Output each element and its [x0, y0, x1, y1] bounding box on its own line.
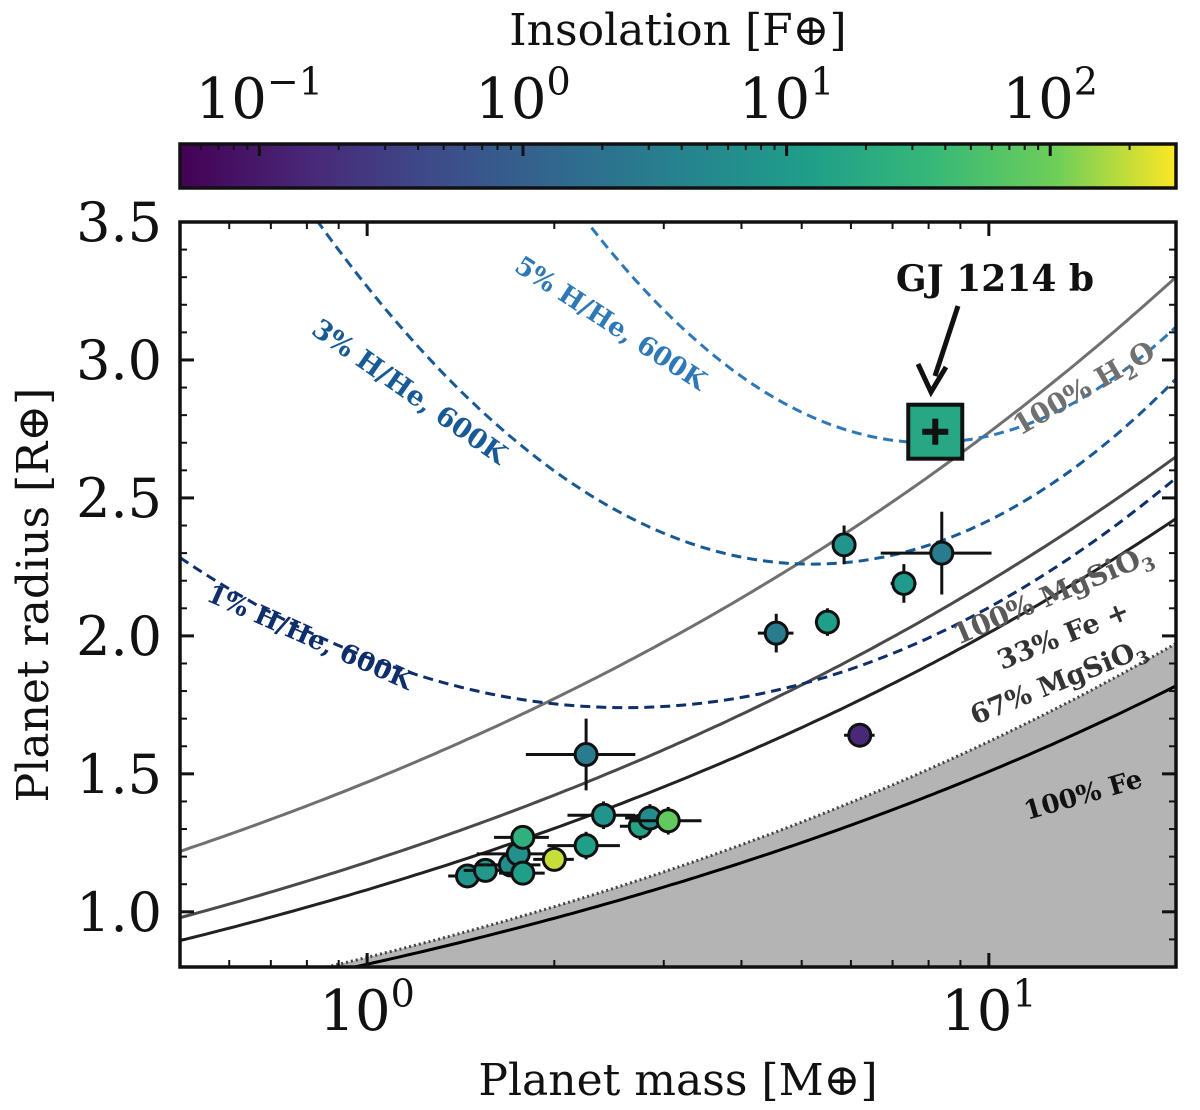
- model-curve: [180, 476, 1176, 710]
- planet-point: [814, 609, 840, 635]
- model-label: 1% H/He, 600K: [202, 579, 418, 697]
- model-curve: [316, 222, 1176, 566]
- colorbar-tick-label: 10−1: [196, 59, 323, 132]
- planet-point: [573, 833, 599, 859]
- model-label: 100% H2O: [1007, 334, 1163, 446]
- model-curve: [347, 684, 1176, 967]
- colorbar-ticks: 10−1 100 101 102: [179, 59, 1177, 156]
- x-tick-label: 100: [319, 971, 415, 1044]
- planet-point: [831, 532, 857, 558]
- model-curve: [585, 222, 1176, 445]
- planet-point: [573, 742, 599, 768]
- y-axis-ticks: 1.0 1.5 2.0 2.5 3.0 3.5: [76, 191, 1176, 968]
- data-points: [448, 511, 992, 889]
- y-axis-label: Planet radius [R⊕]: [8, 388, 59, 803]
- forbidden-region-edge: [320, 642, 1176, 967]
- planet-point: [763, 620, 789, 646]
- planet-point: [541, 846, 567, 872]
- x-axis-label: Planet mass [M⊕]: [478, 1055, 877, 1106]
- y-tick-label: 3.5: [76, 191, 162, 254]
- y-tick-label: 2.0: [76, 605, 162, 668]
- model-label: 5% H/He, 600K: [509, 251, 713, 398]
- planet-point: [929, 540, 955, 566]
- y-tick-label: 1.5: [76, 743, 162, 806]
- highlight-arrow-shaft: [932, 305, 961, 377]
- planet-point: [655, 808, 681, 834]
- colorbar: Insolation [F⊕] 10−1 100 101 102: [178, 5, 1178, 190]
- model-curve: [180, 455, 1176, 920]
- colorbar-tick-label: 100: [475, 59, 571, 132]
- y-tick-label: 1.0: [76, 881, 162, 944]
- x-tick-label: 101: [941, 971, 1037, 1044]
- y-tick-label: 2.5: [76, 467, 162, 530]
- plot-frame: [178, 220, 1178, 969]
- highlight-label: GJ 1214 b: [896, 258, 1094, 300]
- planet-point: [510, 860, 536, 886]
- colorbar-label: Insolation [F⊕]: [509, 5, 846, 56]
- colorbar-tick-label: 101: [739, 59, 835, 132]
- forbidden-region-shade: [326, 643, 1176, 967]
- planet-point: [847, 722, 873, 748]
- colorbar-gradient: [178, 142, 1178, 190]
- planet-point: [472, 857, 498, 883]
- highlight-arrow-head: [915, 362, 949, 398]
- planet-point: [891, 570, 917, 596]
- model-curve: [180, 275, 1176, 853]
- x-axis-ticks: 100 101: [179, 222, 1177, 1044]
- planet-point: [591, 802, 617, 828]
- model-curves: [180, 222, 1176, 967]
- y-tick-label: 3.0: [76, 329, 162, 392]
- colorbar-tick-label: 102: [1002, 59, 1098, 132]
- highlight-planet: GJ 1214 b: [896, 258, 1094, 461]
- planet-point: [510, 824, 536, 850]
- model-curve: [180, 517, 1176, 943]
